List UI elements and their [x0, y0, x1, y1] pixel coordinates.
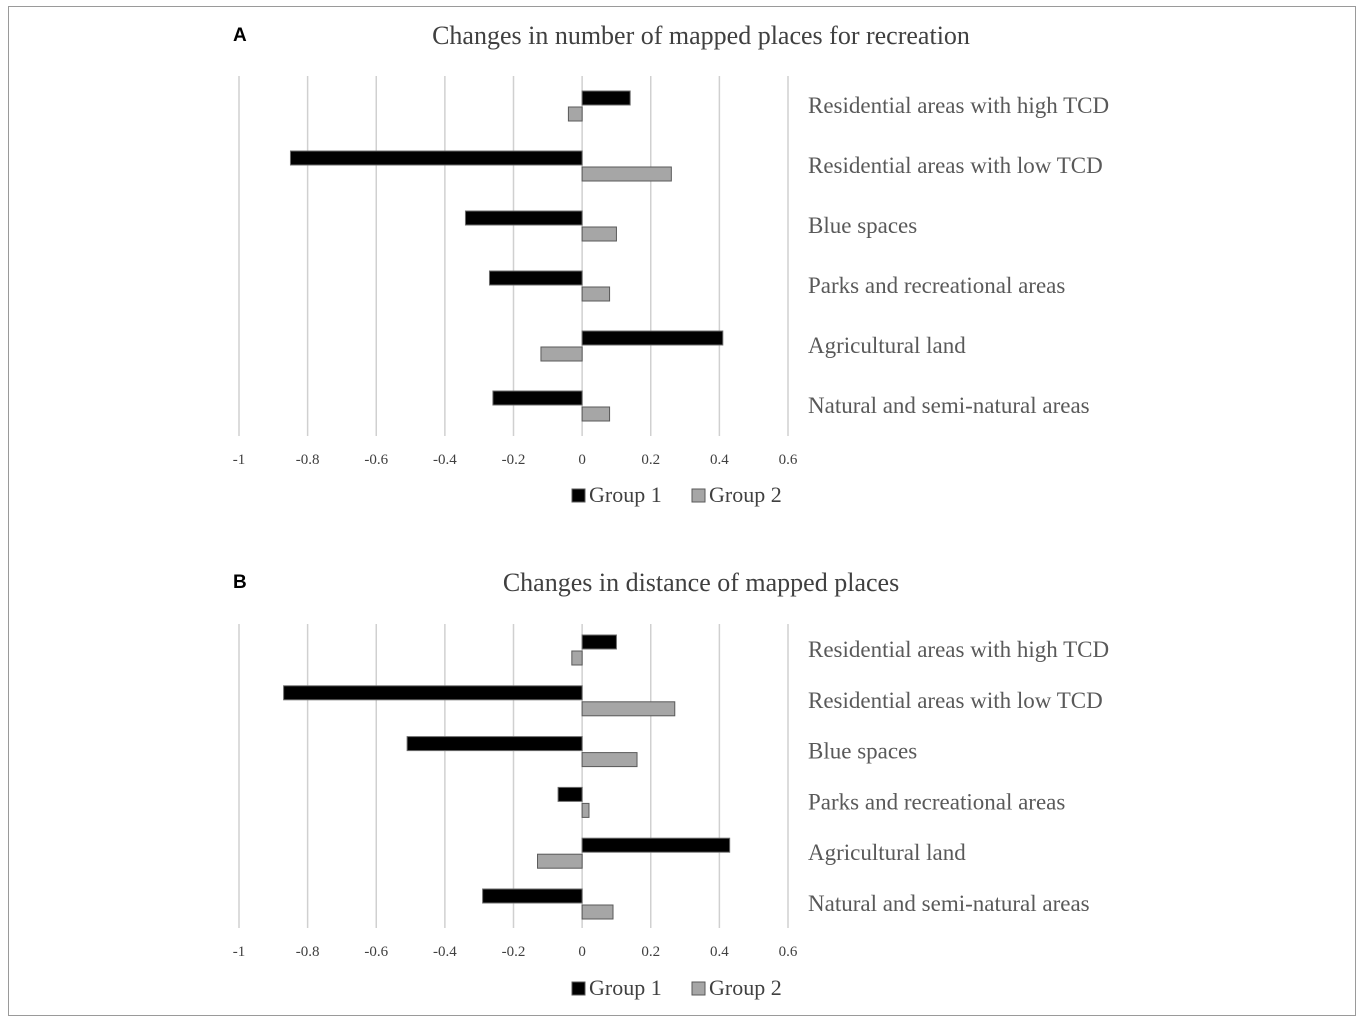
- x-tick-label: -0.2: [502, 452, 526, 468]
- legend-label: Group 2: [709, 482, 782, 507]
- bar-group1: [289, 150, 583, 166]
- legend-swatch-group2: [691, 981, 706, 996]
- bar-group2: [540, 346, 583, 362]
- category-label: Residential areas with low TCD: [808, 153, 1103, 178]
- chart-panel-b: B Changes in distance of mapped places -1 -…: [233, 568, 1109, 1000]
- x-tick-label: -0.4: [433, 944, 457, 960]
- bar-group2: [581, 226, 617, 242]
- x-tick-label: 0: [578, 452, 586, 468]
- x-tick-label: 0.2: [641, 452, 660, 468]
- category-label: Residential areas with high TCD: [808, 637, 1109, 662]
- bar-group1: [488, 270, 583, 286]
- bar-group2: [537, 853, 583, 869]
- x-tick-label: 0.2: [641, 944, 660, 960]
- legend-label: Group 1: [589, 975, 662, 1000]
- bar-group1: [581, 330, 724, 346]
- panel-label: B: [233, 572, 247, 593]
- bar-group2: [581, 286, 611, 302]
- bar-group2: [571, 650, 583, 666]
- x-tick-label: 0.6: [779, 944, 798, 960]
- bar-group1: [557, 786, 583, 802]
- x-tick-label: -0.4: [433, 452, 457, 468]
- legend-label: Group 2: [709, 975, 782, 1000]
- bar-group1: [283, 685, 583, 701]
- x-tick-label: 0.4: [710, 944, 729, 960]
- bar-group1: [464, 210, 583, 226]
- category-label: Agricultural land: [808, 333, 966, 358]
- bar-group2: [581, 406, 611, 422]
- bar-group1: [492, 390, 583, 406]
- x-tick-label: -0.8: [296, 452, 320, 468]
- x-tick-label: -1: [233, 944, 246, 960]
- bar-group2: [581, 166, 672, 182]
- x-tick-label: 0.6: [779, 452, 798, 468]
- chart-title: Changes in number of mapped places for r…: [432, 21, 970, 50]
- x-tick-label: -0.2: [502, 944, 526, 960]
- x-tick-label: -0.6: [364, 944, 388, 960]
- category-label: Agricultural land: [808, 840, 966, 865]
- category-label: Parks and recreational areas: [808, 789, 1065, 814]
- legend-label: Group 1: [589, 482, 662, 507]
- legend-swatch-group1: [571, 981, 586, 996]
- bar-group1: [581, 634, 617, 650]
- category-label: Residential areas with low TCD: [808, 688, 1103, 713]
- chart-title: Changes in distance of mapped places: [503, 568, 899, 597]
- category-label: Residential areas with high TCD: [808, 93, 1109, 118]
- bar-group1: [581, 90, 631, 106]
- bar-group2: [581, 904, 614, 920]
- bar-group2: [581, 752, 638, 768]
- bar-group2: [581, 802, 590, 818]
- x-tick-label: 0.4: [710, 452, 729, 468]
- panel-label: A: [233, 25, 247, 46]
- x-tick-label: 0: [578, 944, 586, 960]
- bar-group1: [581, 837, 731, 853]
- category-label: Natural and semi-natural areas: [808, 891, 1090, 916]
- bar-group1: [406, 736, 583, 752]
- category-label: Natural and semi-natural areas: [808, 393, 1090, 418]
- category-label: Blue spaces: [808, 213, 917, 238]
- legend-swatch-group2: [691, 488, 706, 503]
- x-tick-label: -1: [233, 452, 246, 468]
- bar-group2: [567, 106, 583, 122]
- x-tick-label: -0.6: [364, 452, 388, 468]
- bar-group1: [482, 888, 583, 904]
- bar-group2: [581, 701, 676, 717]
- chart-panel-a: A Changes in number of mapped places for …: [233, 21, 1109, 507]
- category-label: Blue spaces: [808, 739, 917, 764]
- category-label: Parks and recreational areas: [808, 273, 1065, 298]
- x-tick-label: -0.8: [296, 944, 320, 960]
- legend-swatch-group1: [571, 488, 586, 503]
